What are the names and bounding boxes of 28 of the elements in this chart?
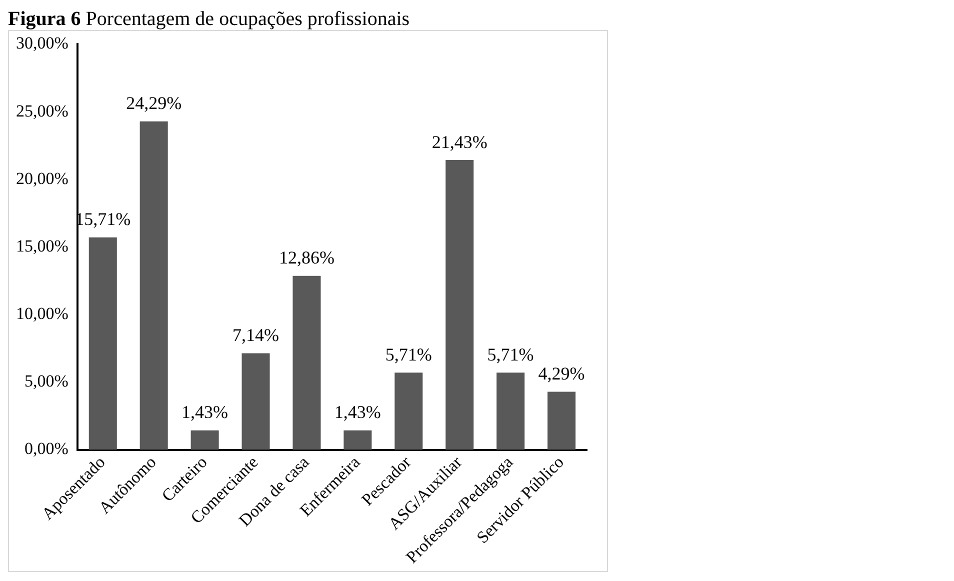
data-label: 5,71% [487, 344, 534, 364]
data-label: 15,71% [75, 209, 131, 230]
y-tick-label: 5,00% [24, 372, 68, 391]
bar [88, 237, 117, 450]
data-label: 7,14% [232, 324, 280, 345]
bar [344, 430, 372, 450]
data-label: 1,43% [182, 402, 228, 422]
data-label: 4,29% [538, 364, 585, 384]
chart-title: Figura 6 Porcentagem de ocupações profissionais [8, 8, 411, 30]
y-tick-label: 30,00% [16, 34, 68, 53]
bar [242, 353, 270, 450]
y-tick-label: 15,00% [16, 236, 68, 256]
data-label: 24,29% [126, 93, 182, 114]
data-label: 12,86% [278, 248, 334, 268]
data-label: 21,43% [432, 132, 488, 152]
y-tick-label: 20,00% [16, 168, 68, 188]
y-tick-label: 10,00% [16, 304, 68, 324]
bar [140, 121, 168, 450]
y-tick-label: 25,00% [16, 101, 68, 120]
bar [394, 372, 423, 450]
bar [446, 160, 474, 450]
bar [292, 276, 321, 450]
bar [548, 392, 576, 450]
bar [496, 372, 525, 450]
data-label: 5,71% [385, 344, 432, 364]
data-label: 1,43% [334, 402, 381, 422]
bar [190, 430, 219, 450]
y-tick-label: 0,00% [24, 439, 68, 458]
